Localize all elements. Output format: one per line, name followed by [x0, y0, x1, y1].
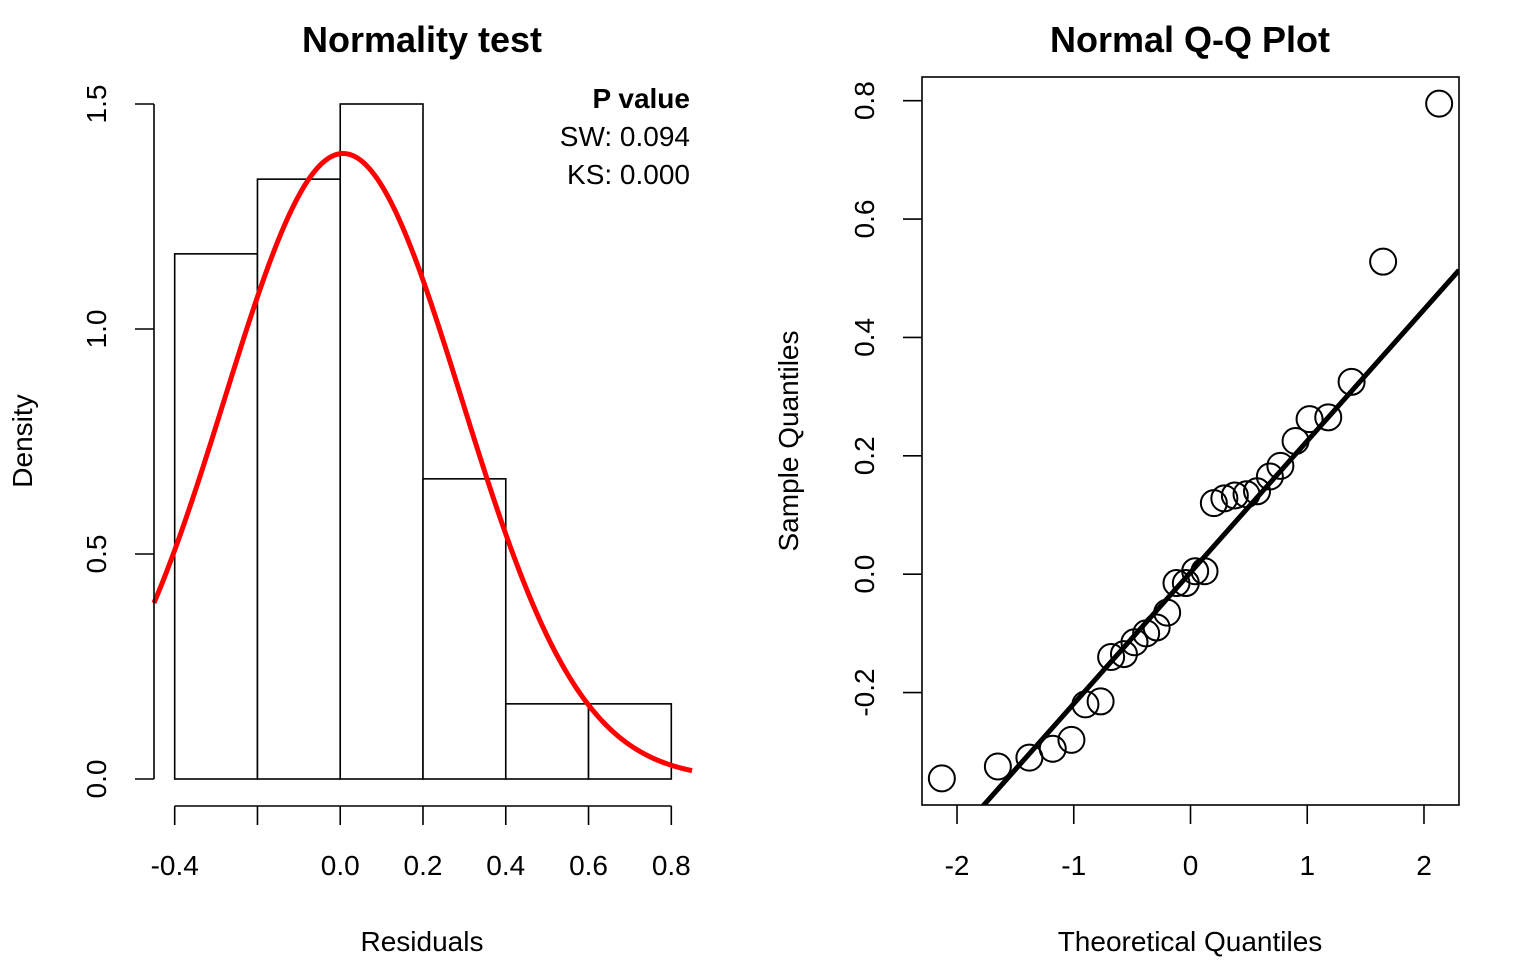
qq-point-19 [1210, 484, 1239, 513]
histogram-y-tick-label: 1.5 [81, 85, 112, 124]
qq-reference-line [980, 268, 1459, 805]
histogram-bar-2 [256, 178, 342, 780]
histogram-x-tick-label: 0.4 [486, 850, 525, 881]
qq-point-29 [1369, 247, 1398, 276]
qq-point-17 [1190, 557, 1219, 586]
histogram-bar-4 [422, 478, 507, 780]
qq-point-7 [1086, 687, 1115, 716]
legend-ks-value: KS: 0.000 [567, 159, 690, 190]
qq-y-axis: -0.2 0.0 0.2 0.4 0.6 0.8 [849, 81, 922, 717]
qq-point-30 [1425, 89, 1454, 118]
qq-point-20 [1220, 481, 1249, 510]
qq-x-axis: -2 -1 0 1 2 [945, 805, 1432, 881]
qq-point-23 [1255, 462, 1284, 491]
histogram-bar-3 [339, 103, 424, 780]
histogram-y-axis-label: Density [7, 394, 38, 487]
histogram-x-tick-label: -0.4 [151, 850, 199, 881]
histogram-y-tick-label: 1.0 [81, 310, 112, 349]
histogram-bars [173, 103, 673, 780]
qq-y-tick-label: 0.4 [849, 318, 880, 357]
qq-x-tick-label: 0 [1183, 850, 1199, 881]
qq-point-5 [1057, 725, 1086, 754]
qq-x-tick-label: -2 [945, 850, 970, 881]
histogram-x-tick-label: 0.8 [652, 850, 691, 881]
qq-x-tick-label: 1 [1299, 850, 1315, 881]
qq-point-28 [1337, 367, 1366, 396]
qq-point-2 [983, 752, 1012, 781]
p-value-legend: P value SW: 0.094 KS: 0.000 [560, 83, 690, 190]
qq-y-tick-label: 0.2 [849, 436, 880, 475]
qq-y-tick-label: 0.0 [849, 555, 880, 594]
qq-title: Normal Q-Q Plot [1050, 19, 1330, 60]
qq-point-4 [1038, 734, 1067, 763]
legend-sw-value: SW: 0.094 [560, 121, 690, 152]
histogram-x-tick-label: 0.6 [569, 850, 608, 881]
qq-point-12 [1142, 613, 1171, 642]
histogram-x-axis-label: Residuals [361, 926, 484, 957]
qq-point-3 [1015, 743, 1044, 772]
histogram-x-tick-label: 0.2 [404, 850, 443, 881]
qq-point-8 [1097, 643, 1126, 672]
qq-x-tick-label: -1 [1061, 850, 1086, 881]
qq-x-axis-label: Theoretical Quantiles [1058, 926, 1323, 957]
histogram-title: Normality test [302, 19, 542, 60]
qq-point-21 [1232, 480, 1261, 509]
qq-y-tick-label: -0.2 [849, 668, 880, 716]
legend-title: P value [592, 83, 690, 114]
qq-y-tick-label: 0.8 [849, 81, 880, 120]
qq-x-tick-label: 2 [1416, 850, 1432, 881]
histogram-y-axis: 0.0 0.5 1.0 1.5 [81, 85, 155, 799]
qq-y-axis-label: Sample Quantiles [773, 330, 804, 551]
histogram-panel: Normality test Residuals Density -0.4 0.0… [7, 19, 693, 957]
qq-point-24 [1266, 451, 1295, 480]
histogram-y-tick-label: 0.0 [81, 760, 112, 799]
histogram-y-tick-label: 0.5 [81, 535, 112, 574]
qq-point-25 [1281, 427, 1310, 455]
histogram-bar-5 [504, 703, 590, 780]
histogram-bar-6 [587, 703, 673, 780]
histogram-x-axis: -0.4 0.0 0.2 0.4 0.6 0.8 [151, 805, 691, 881]
qq-point-26 [1295, 405, 1324, 434]
qq-point-16 [1181, 557, 1210, 586]
histogram-x-tick-label: 0.0 [321, 850, 360, 881]
qq-point-6 [1071, 690, 1100, 719]
qq-panel: Normal Q-Q Plot Theoretical Quantiles Sa… [773, 19, 1460, 957]
qq-point-27 [1314, 403, 1343, 432]
qq-plot-frame [921, 76, 1460, 806]
qq-y-tick-label: 0.6 [849, 200, 880, 239]
normal-density-curve [151, 150, 693, 774]
qq-point-1 [927, 764, 956, 793]
qq-point-13 [1153, 598, 1182, 627]
qq-points [927, 89, 1454, 793]
